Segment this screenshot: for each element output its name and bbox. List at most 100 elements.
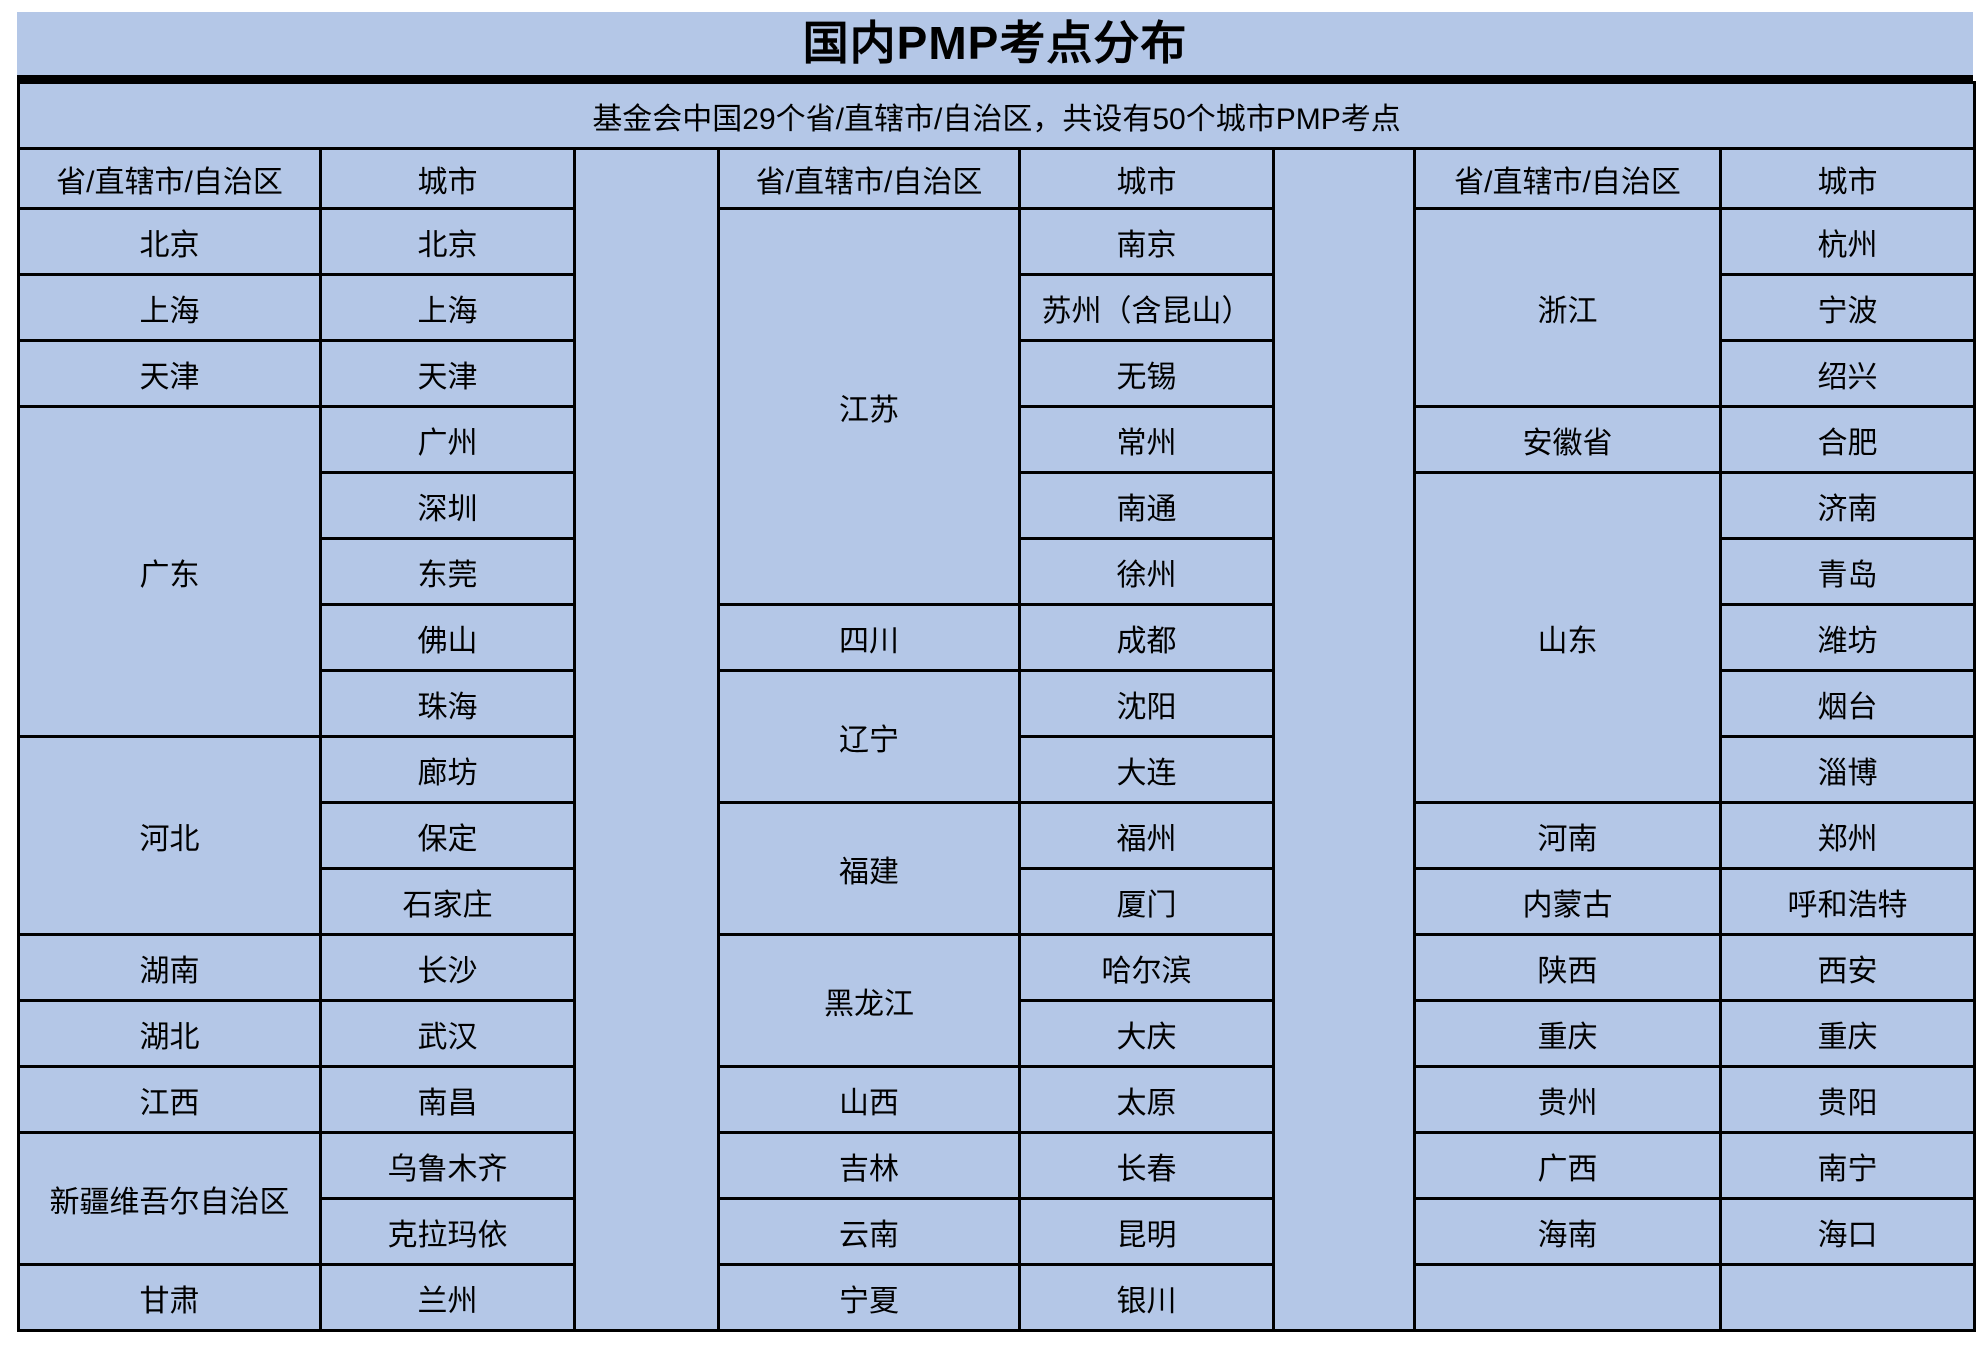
- table-row: 广东 广州 常州 安徽省 合肥: [17, 405, 1977, 738]
- province-cell: [1413, 1263, 1722, 1332]
- city-cell: 东莞: [319, 537, 576, 606]
- city-cell: 长沙: [319, 933, 576, 1002]
- city-cell: 厦门: [1018, 867, 1275, 936]
- city-header-cell: 城市: [319, 147, 576, 210]
- province-cell: 吉林: [717, 1131, 1021, 1200]
- table-row: 新疆维吾尔自治区 乌鲁木齐 吉林 长春 广西 南宁: [17, 1131, 1977, 1266]
- city-cell: 潍坊: [1718, 603, 1977, 672]
- province-cell: 四川: [717, 603, 1021, 672]
- city-cell: 银川: [1018, 1263, 1275, 1332]
- table-subtitle: 基金会中国29个省/直辖市/自治区，共设有50个城市PMP考点: [16, 81, 1977, 150]
- table-row: 珠海 辽宁 沈阳 烟台: [19, 669, 1977, 804]
- table-row: 克拉玛依 云南 昆明 海南 海口: [19, 1197, 1977, 1266]
- city-cell: 大庆: [1018, 999, 1275, 1068]
- city-cell: 南京: [1018, 207, 1275, 276]
- city-cell: 南通: [1018, 471, 1275, 540]
- city-cell: 佛山: [319, 603, 576, 672]
- city-cell: 杭州: [1718, 207, 1977, 276]
- city-cell: 淄博: [1718, 735, 1977, 804]
- city-cell: 兰州: [319, 1263, 576, 1332]
- province-cell: 江西: [17, 1065, 322, 1134]
- city-cell: 烟台: [1718, 669, 1977, 738]
- table-row: 江西 南昌 山西 太原 贵州 贵阳: [17, 1065, 1977, 1134]
- gap-cell: [1272, 147, 1416, 1332]
- province-cell: 江苏: [717, 207, 1021, 606]
- province-cell: 甘肃: [17, 1263, 322, 1332]
- city-cell: 徐州: [1018, 537, 1275, 606]
- table-row: 甘肃 兰州 宁夏 银川: [17, 1263, 1977, 1332]
- province-cell: 浙江: [1413, 207, 1722, 408]
- city-cell: 郑州: [1718, 801, 1977, 870]
- city-cell: 青岛: [1718, 537, 1977, 606]
- table-row: 河北 廊坊 大连 淄博: [17, 735, 1977, 936]
- province-cell: 海南: [1413, 1197, 1722, 1266]
- city-cell: 广州: [319, 405, 576, 474]
- province-cell: 河南: [1413, 801, 1722, 870]
- header-row: 省/直辖市/自治区 城市 省/直辖市/自治区 城市 省/直辖市/自治区 城市: [17, 147, 1977, 1332]
- city-cell: 克拉玛依: [319, 1197, 576, 1266]
- city-cell: 上海: [319, 273, 576, 342]
- province-cell: 天津: [17, 339, 322, 408]
- table-row: 北京 北京 江苏 南京 浙江 杭州: [17, 207, 1977, 606]
- province-cell: 广西: [1413, 1131, 1722, 1200]
- page-title: 国内PMP考点分布: [17, 12, 1973, 81]
- city-cell: 保定: [319, 801, 576, 870]
- city-cell: 长春: [1018, 1131, 1275, 1200]
- city-cell: 绍兴: [1718, 339, 1977, 408]
- city-cell: 呼和浩特: [1718, 867, 1977, 936]
- city-cell: 珠海: [319, 669, 576, 738]
- city-header-cell: 城市: [1718, 147, 1977, 210]
- province-header-cell: 省/直辖市/自治区: [1413, 147, 1722, 210]
- province-cell: 湖南: [17, 933, 322, 1002]
- city-cell: 无锡: [1018, 339, 1275, 408]
- city-cell: 济南: [1718, 471, 1977, 540]
- city-cell: 福州: [1018, 801, 1275, 870]
- province-cell: 北京: [17, 207, 322, 276]
- city-cell: 成都: [1018, 603, 1275, 672]
- province-cell: 辽宁: [717, 669, 1021, 804]
- city-cell: 乌鲁木齐: [319, 1131, 576, 1200]
- table-row: 上海 上海 苏州（含昆山） 宁波: [17, 273, 1977, 342]
- city-cell: 大连: [1018, 735, 1275, 804]
- city-cell: 南昌: [319, 1065, 576, 1134]
- province-cell: 湖北: [17, 999, 322, 1068]
- province-cell: 云南: [717, 1197, 1021, 1266]
- table-row: 保定 福建 福州 河南 郑州: [19, 801, 1977, 936]
- city-cell: 合肥: [1718, 405, 1977, 474]
- table-row: 佛山 四川 成都 潍坊: [19, 603, 1977, 672]
- subtitle-row: 基金会中国29个省/直辖市/自治区，共设有50个城市PMP考点: [16, 81, 1977, 150]
- city-cell: 南宁: [1718, 1131, 1977, 1200]
- city-cell: 武汉: [319, 999, 576, 1068]
- province-cell: 广东: [17, 405, 322, 738]
- city-cell: 重庆: [1718, 999, 1977, 1068]
- province-header-cell: 省/直辖市/自治区: [717, 147, 1021, 210]
- province-cell: 内蒙古: [1413, 867, 1722, 936]
- city-cell: 苏州（含昆山）: [1018, 273, 1275, 342]
- province-cell: 山东: [1413, 471, 1722, 804]
- table-row: 石家庄 厦门 内蒙古 呼和浩特: [19, 867, 1977, 936]
- city-cell: 西安: [1718, 933, 1977, 1002]
- city-cell: 北京: [319, 207, 576, 276]
- table-row: 天津 天津 无锡 绍兴: [17, 339, 1977, 408]
- province-cell: 山西: [717, 1065, 1021, 1134]
- city-cell: 贵阳: [1718, 1065, 1977, 1134]
- city-cell: 沈阳: [1018, 669, 1275, 738]
- city-cell: 昆明: [1018, 1197, 1275, 1266]
- city-cell: [1718, 1263, 1977, 1332]
- city-cell: 石家庄: [319, 867, 576, 936]
- table-row: 湖北 武汉 大庆 重庆 重庆: [17, 999, 1977, 1068]
- pmp-exam-table-container: 国内PMP考点分布 基金会中国29个省/直辖市/自治区，共设有50个城市PMP考…: [16, 12, 1977, 1332]
- exam-sites-table: 基金会中国29个省/直辖市/自治区，共设有50个城市PMP考点 省/直辖市/自治…: [16, 81, 1977, 1332]
- gap-cell: [573, 147, 720, 1332]
- province-cell: 宁夏: [717, 1263, 1021, 1332]
- province-cell: 黑龙江: [717, 933, 1021, 1068]
- city-cell: 太原: [1018, 1065, 1275, 1134]
- table-row: 湖南 长沙 黑龙江 哈尔滨 陕西 西安: [17, 933, 1977, 1068]
- table-row: 东莞 徐州 青岛: [19, 537, 1977, 606]
- province-header-cell: 省/直辖市/自治区: [17, 147, 322, 210]
- city-cell: 宁波: [1718, 273, 1977, 342]
- province-cell: 重庆: [1413, 999, 1722, 1068]
- province-cell: 安徽省: [1413, 405, 1722, 474]
- city-cell: 天津: [319, 339, 576, 408]
- province-cell: 贵州: [1413, 1065, 1722, 1134]
